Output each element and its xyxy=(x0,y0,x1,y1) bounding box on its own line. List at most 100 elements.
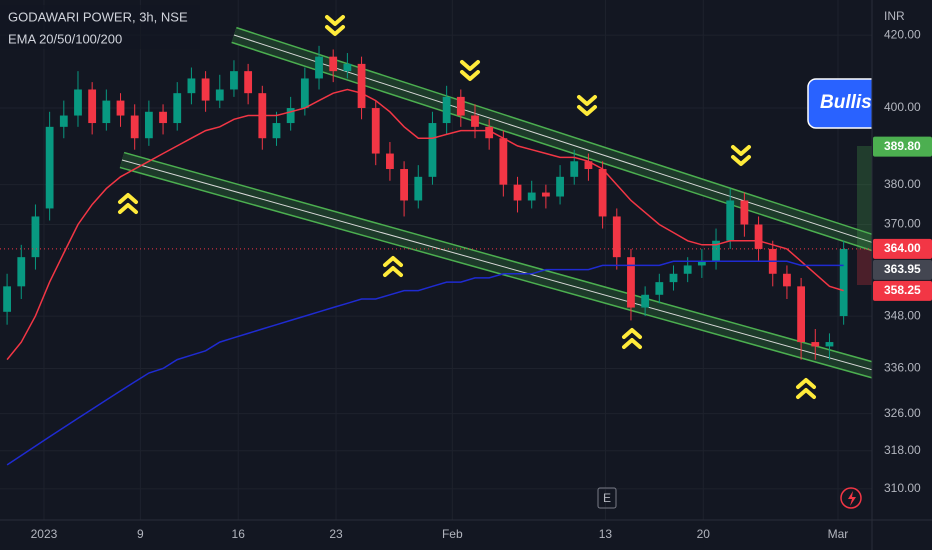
x-tick-label: 2023 xyxy=(31,527,58,541)
candle-body xyxy=(783,273,791,287)
x-tick-label: Mar xyxy=(828,527,849,541)
candle-body xyxy=(513,184,522,201)
plot-area xyxy=(0,26,872,466)
y-tick-label: 400.00 xyxy=(884,100,921,114)
candle-body xyxy=(244,71,253,94)
candle-body xyxy=(754,224,763,249)
candle-body xyxy=(712,240,720,262)
event-icon[interactable]: E xyxy=(603,491,611,505)
x-tick-label: 9 xyxy=(137,527,144,541)
candle-body xyxy=(485,126,494,139)
price-label-box xyxy=(873,259,932,280)
candle-body xyxy=(697,261,706,266)
channel-upper xyxy=(231,26,872,252)
x-tick-label: 20 xyxy=(697,527,711,541)
candle-body xyxy=(612,216,621,258)
candle-body xyxy=(811,342,820,347)
candle-body xyxy=(315,56,323,79)
candle-body xyxy=(825,342,834,347)
candle-body xyxy=(173,93,182,124)
candle-body xyxy=(797,286,806,343)
y-tick-label: 370.00 xyxy=(884,217,921,231)
candle-body xyxy=(230,71,238,90)
candle-body xyxy=(286,108,295,124)
candle-body xyxy=(102,100,111,124)
candle-body xyxy=(144,111,153,139)
candle-body xyxy=(541,192,550,197)
candle-body xyxy=(201,78,210,101)
grid xyxy=(0,0,872,520)
position-profit xyxy=(857,146,872,249)
candle-body xyxy=(45,126,54,209)
price-label: 358.25 xyxy=(884,283,921,297)
ema-line xyxy=(6,88,844,361)
candle-body xyxy=(343,63,352,72)
alert-bolt xyxy=(848,491,856,506)
x-tick-label: Feb xyxy=(442,527,463,541)
price-label: 363.95 xyxy=(884,262,921,276)
candle-body xyxy=(300,78,309,109)
y-tick-label: 326.00 xyxy=(884,406,921,420)
candle-body xyxy=(598,169,607,217)
candle-body xyxy=(159,111,167,124)
x-tick-label: 16 xyxy=(232,527,246,541)
candle-body xyxy=(726,200,735,241)
candle-body xyxy=(442,96,451,124)
badge: Bullis xyxy=(807,78,872,129)
currency: INR xyxy=(884,9,905,23)
candle-body xyxy=(272,123,281,139)
candle-body xyxy=(3,286,11,312)
candle-body xyxy=(74,89,82,116)
channel-lower xyxy=(119,151,872,379)
arrows xyxy=(118,15,816,399)
x-tick-label: 13 xyxy=(599,527,613,541)
candle-body xyxy=(471,115,479,127)
candle-body xyxy=(329,56,338,72)
event-icon-box[interactable] xyxy=(597,487,617,509)
candle-body xyxy=(570,161,579,177)
y-tick-label: 420.00 xyxy=(884,27,921,41)
candle-body xyxy=(556,176,564,197)
candle-body xyxy=(386,153,394,170)
indicator-label: EMA 20/50/100/200 xyxy=(8,31,122,46)
candle-body xyxy=(59,115,68,127)
candle-body xyxy=(357,63,366,109)
candle-body xyxy=(428,123,437,177)
badge-text: Bullis xyxy=(820,92,872,113)
chart-title: GODAWARI POWER, 3h, NSE xyxy=(8,9,188,24)
price-label-box xyxy=(873,280,932,301)
candle-body xyxy=(414,176,423,201)
candle-body xyxy=(669,273,678,283)
price-label-box xyxy=(873,238,932,259)
y-tick-label: 380.00 xyxy=(884,177,921,191)
position-loss xyxy=(857,249,872,285)
candle-body xyxy=(641,294,650,308)
candle-body xyxy=(130,115,139,139)
y-tick-label: 318.00 xyxy=(884,443,921,457)
candle-body xyxy=(215,89,224,101)
y-tick-label: 336.00 xyxy=(884,361,921,375)
candle-body xyxy=(683,265,692,274)
price-label-box xyxy=(873,136,932,157)
y-tick-label: 310.00 xyxy=(884,481,921,495)
price-label: 364.00 xyxy=(884,241,921,255)
candle-body xyxy=(116,100,125,116)
candle-body xyxy=(17,257,26,287)
header-bg xyxy=(0,5,200,49)
candle-body xyxy=(655,282,664,295)
candle-body xyxy=(584,161,593,170)
alert-icon[interactable] xyxy=(840,487,862,509)
price-label: 389.80 xyxy=(884,139,921,153)
candle-body xyxy=(400,169,408,201)
x-tick-label: 23 xyxy=(329,527,343,541)
candle-body xyxy=(740,200,749,225)
candle-body xyxy=(187,78,196,94)
candle-body xyxy=(499,138,508,185)
ema-line xyxy=(6,260,844,466)
candle-body xyxy=(839,248,848,317)
candle-body xyxy=(527,192,536,201)
candle-body xyxy=(456,96,465,116)
candle-body xyxy=(31,216,40,258)
candle-body xyxy=(627,257,635,308)
